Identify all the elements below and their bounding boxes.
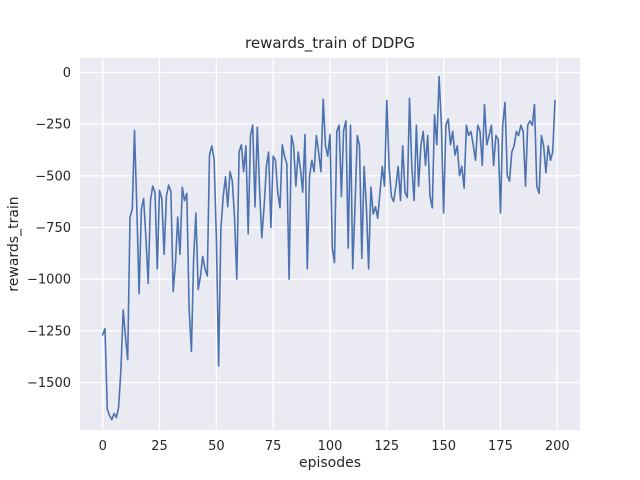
x-tick-label: 0 (99, 439, 107, 454)
y-axis-label: rewards_train (6, 196, 22, 291)
x-tick-label: 25 (151, 439, 168, 454)
x-axis-label: episodes (299, 455, 361, 471)
y-tick-label: −1250 (27, 324, 71, 339)
x-tick-label: 75 (265, 439, 282, 454)
y-tick-label: −250 (35, 118, 71, 133)
x-tick-label: 100 (318, 439, 343, 454)
y-tick-label: −1000 (27, 273, 71, 288)
chart-title: rewards_train of DDPG (245, 34, 415, 53)
tick-labels: 0 25 50 75 100 125 150 175 200 0 −250 −500 −750 −1000… (27, 66, 570, 454)
x-tick-label: 125 (374, 439, 399, 454)
reward-line-series (101, 75, 556, 421)
y-tick-label: 0 (63, 66, 71, 81)
y-tick-label: −500 (35, 169, 71, 184)
y-tick-label: −1500 (27, 376, 71, 391)
grid-lines (80, 58, 580, 430)
x-tick-label: 150 (431, 439, 456, 454)
x-tick-label: 200 (545, 439, 570, 454)
y-tick-label: −750 (35, 221, 71, 236)
x-tick-label: 50 (208, 439, 225, 454)
x-tick-label: 175 (488, 439, 513, 454)
